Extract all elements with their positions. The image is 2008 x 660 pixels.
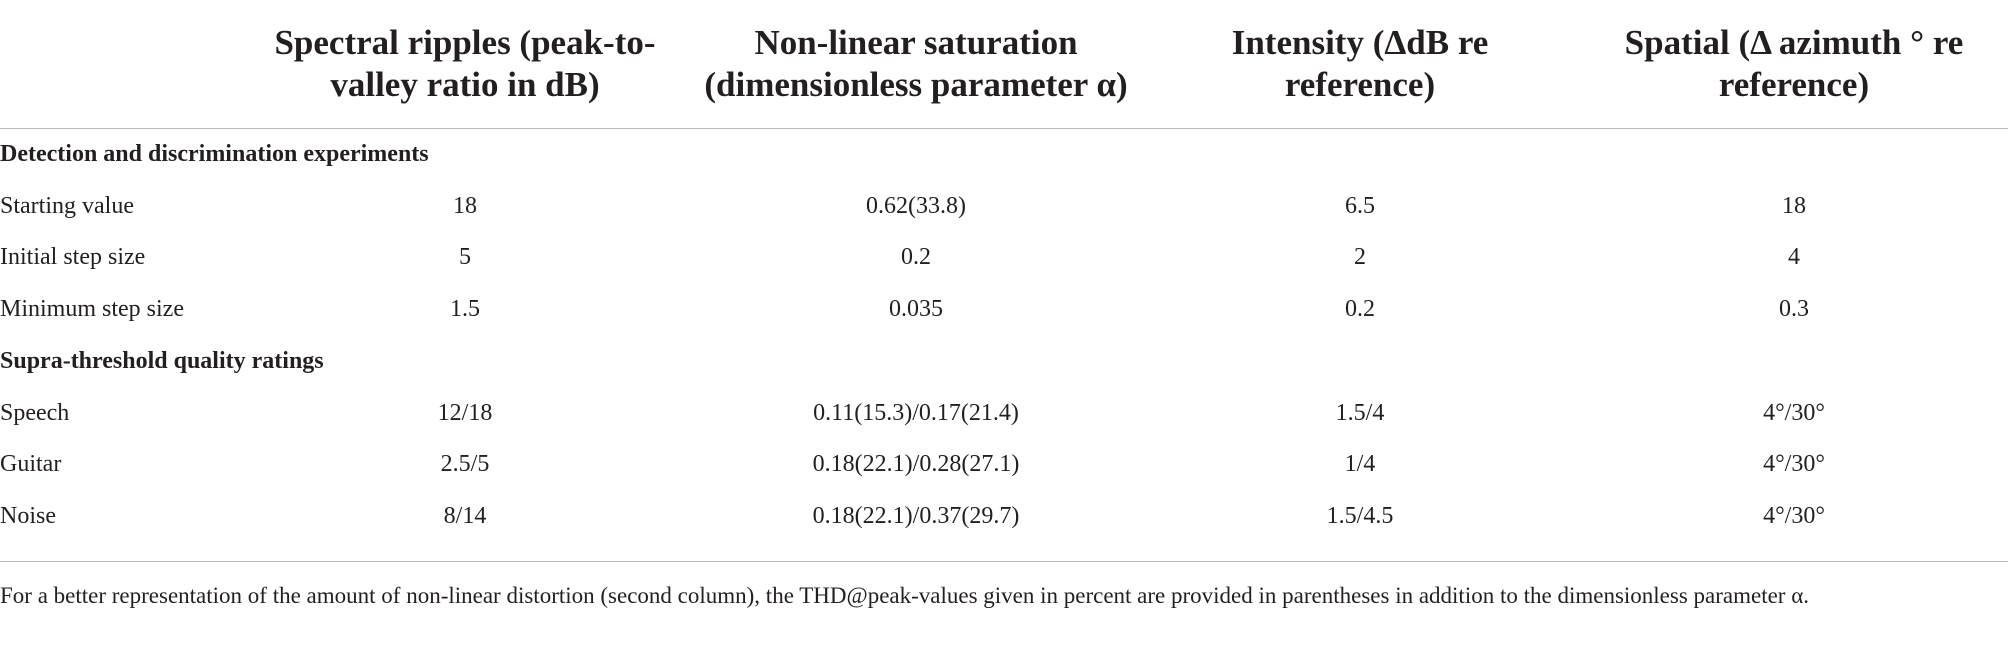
table-cell: 1/4	[1344, 451, 1376, 478]
table-cell: 6.5	[1345, 192, 1375, 219]
table-cell: 0.11(15.3)/0.17(21.4)	[813, 399, 1019, 426]
table-cell: 1.5	[450, 296, 480, 323]
footnote: For a better representation of the amoun…	[0, 583, 1810, 608]
row-label: Starting value	[0, 192, 134, 219]
row-label: Speech	[0, 399, 70, 426]
table-cell: 0.18(22.1)/0.28(27.1)	[812, 451, 1020, 478]
table-cell: 4°/30°	[1763, 451, 1825, 478]
section-title: Supra-threshold quality ratings	[0, 347, 324, 374]
table-cell: 0.62(33.8)	[866, 192, 966, 219]
table-cell: 8/14	[443, 502, 487, 529]
row-label: Guitar	[0, 451, 62, 478]
table-cell: 0.2	[901, 244, 931, 271]
bottom-rule	[0, 561, 2008, 562]
table-cell: 18	[1782, 192, 1806, 219]
table-cell: 1.5/4.5	[1326, 502, 1394, 529]
table-cell: 18	[453, 192, 477, 219]
table-cell: 1.5/4	[1335, 399, 1385, 426]
table-cell: 12/18	[437, 399, 493, 426]
row-label: Noise	[0, 502, 56, 529]
column-header: Spatial (Δ azimuth ° re reference)	[1624, 23, 1964, 104]
table-cell: 0.035	[889, 296, 943, 323]
table-cell: 4°/30°	[1763, 399, 1825, 426]
section-title: Detection and discrimination experiments	[0, 141, 429, 167]
table-cell: 0.2	[1345, 296, 1375, 323]
table-cell: 2.5/5	[440, 451, 490, 478]
row-label: Initial step size	[0, 244, 146, 271]
table-cell: 5	[459, 244, 471, 271]
table-cell: 4°/30°	[1763, 502, 1825, 529]
header-rule	[0, 128, 2008, 129]
table-cell: 2	[1354, 244, 1366, 271]
column-header: Intensity (ΔdB re reference)	[1231, 23, 1489, 104]
column-header: Non-linear saturation (dimensionless par…	[704, 23, 1128, 104]
table-cell: 0.3	[1779, 296, 1809, 323]
row-label: Minimum step size	[0, 296, 184, 323]
table-cell: 0.18(22.1)/0.37(29.7)	[812, 502, 1020, 529]
column-header: Spectral ripples (peak-to-valley ratio i…	[274, 23, 656, 104]
table-cell: 4	[1788, 244, 1800, 271]
